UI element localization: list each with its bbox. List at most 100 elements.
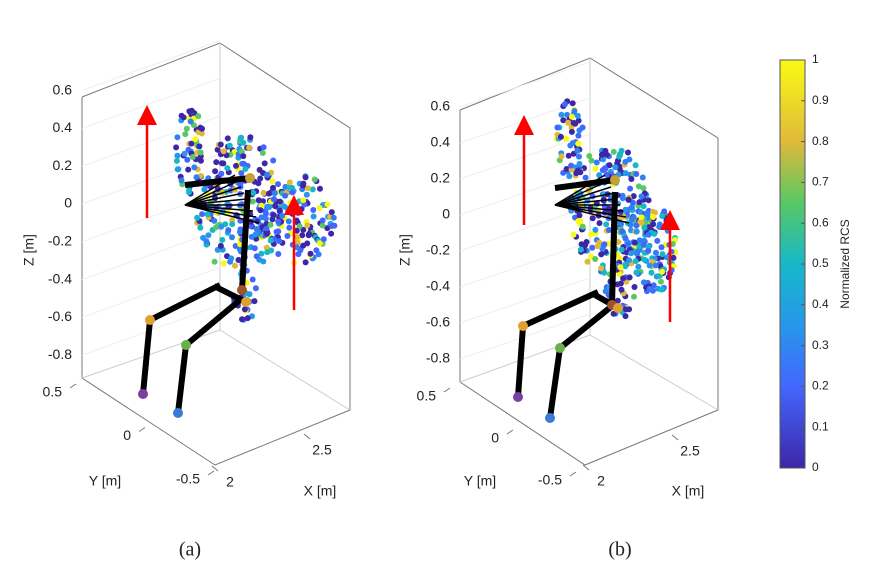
- point: [229, 234, 235, 241]
- x-tick-label: 2.5: [312, 442, 332, 458]
- point: [309, 186, 316, 193]
- point: [306, 231, 313, 237]
- point: [194, 214, 201, 221]
- point: [598, 151, 605, 158]
- point: [262, 215, 269, 222]
- caption: (b): [608, 539, 631, 561]
- point: [224, 135, 231, 142]
- point: [592, 256, 599, 262]
- point: [272, 203, 279, 210]
- point: [606, 227, 613, 233]
- point: [648, 269, 655, 276]
- joint: [513, 392, 523, 402]
- point: [186, 189, 192, 196]
- point: [592, 226, 599, 233]
- colorbar-label: Normalized RCS: [838, 219, 852, 308]
- point: [251, 245, 258, 252]
- joint: [245, 173, 255, 183]
- point: [659, 251, 666, 258]
- point: [284, 205, 291, 212]
- point: [319, 217, 326, 224]
- point: [669, 241, 676, 247]
- point: [302, 174, 309, 181]
- joint: [241, 297, 251, 307]
- point: [225, 227, 232, 234]
- point: [616, 165, 623, 172]
- point: [328, 209, 335, 216]
- point: [568, 128, 575, 135]
- y-tick-label: 0.5: [417, 388, 437, 404]
- point: [565, 119, 572, 126]
- point: [218, 223, 225, 230]
- point: [197, 124, 204, 131]
- point: [633, 269, 640, 276]
- point: [239, 160, 246, 167]
- point: [240, 139, 247, 146]
- point: [197, 149, 204, 156]
- point: [576, 160, 583, 167]
- point: [579, 124, 586, 131]
- point: [589, 244, 596, 251]
- point: [628, 204, 635, 211]
- point: [193, 174, 200, 181]
- point: [646, 262, 653, 269]
- z-tick-label: 0.4: [53, 119, 73, 135]
- point: [237, 135, 244, 142]
- skeleton-bone: [554, 198, 618, 206]
- colorbar-tick-label: 0.4: [812, 297, 829, 311]
- point: [224, 165, 231, 172]
- point: [627, 221, 634, 228]
- y-tick-label: -0.5: [176, 471, 200, 487]
- point: [330, 214, 337, 221]
- y-tick: [207, 470, 215, 476]
- joint: [518, 321, 528, 331]
- point: [640, 279, 647, 286]
- joint: [173, 408, 183, 418]
- point: [575, 132, 582, 139]
- point: [232, 262, 238, 269]
- point: [596, 239, 603, 246]
- point: [331, 222, 338, 229]
- point: [212, 168, 219, 175]
- point: [276, 207, 283, 214]
- point: [563, 135, 570, 142]
- point: [616, 271, 623, 278]
- point: [629, 216, 635, 223]
- skeleton-bone: [184, 204, 254, 212]
- z-tick-label: -0.8: [426, 350, 450, 366]
- joint: [181, 340, 191, 350]
- point: [650, 282, 657, 289]
- point: [296, 223, 303, 230]
- point: [311, 176, 318, 183]
- point: [643, 210, 650, 217]
- point: [626, 274, 633, 281]
- point: [645, 231, 652, 238]
- skeleton-bone: [184, 186, 242, 206]
- point: [293, 227, 300, 234]
- point: [276, 238, 283, 245]
- y-axis-label: Y [m]: [464, 473, 496, 489]
- z-grid-line: [459, 205, 591, 252]
- point: [579, 223, 586, 230]
- point: [258, 214, 265, 221]
- point: [653, 249, 659, 256]
- point: [599, 246, 606, 253]
- point: [217, 141, 224, 148]
- point: [211, 258, 218, 265]
- point: [570, 120, 577, 126]
- point: [189, 154, 196, 160]
- point: [188, 107, 195, 114]
- point: [615, 239, 622, 245]
- point: [197, 157, 204, 164]
- point: [294, 239, 301, 246]
- point: [282, 192, 289, 199]
- point: [628, 176, 635, 182]
- colorbar-tick-label: 0: [812, 460, 819, 474]
- point: [286, 224, 293, 231]
- point: [622, 170, 629, 177]
- point: [264, 171, 271, 178]
- x-tick: [211, 465, 219, 472]
- point: [610, 148, 617, 155]
- colorbar-tick-label: 0.7: [812, 175, 829, 189]
